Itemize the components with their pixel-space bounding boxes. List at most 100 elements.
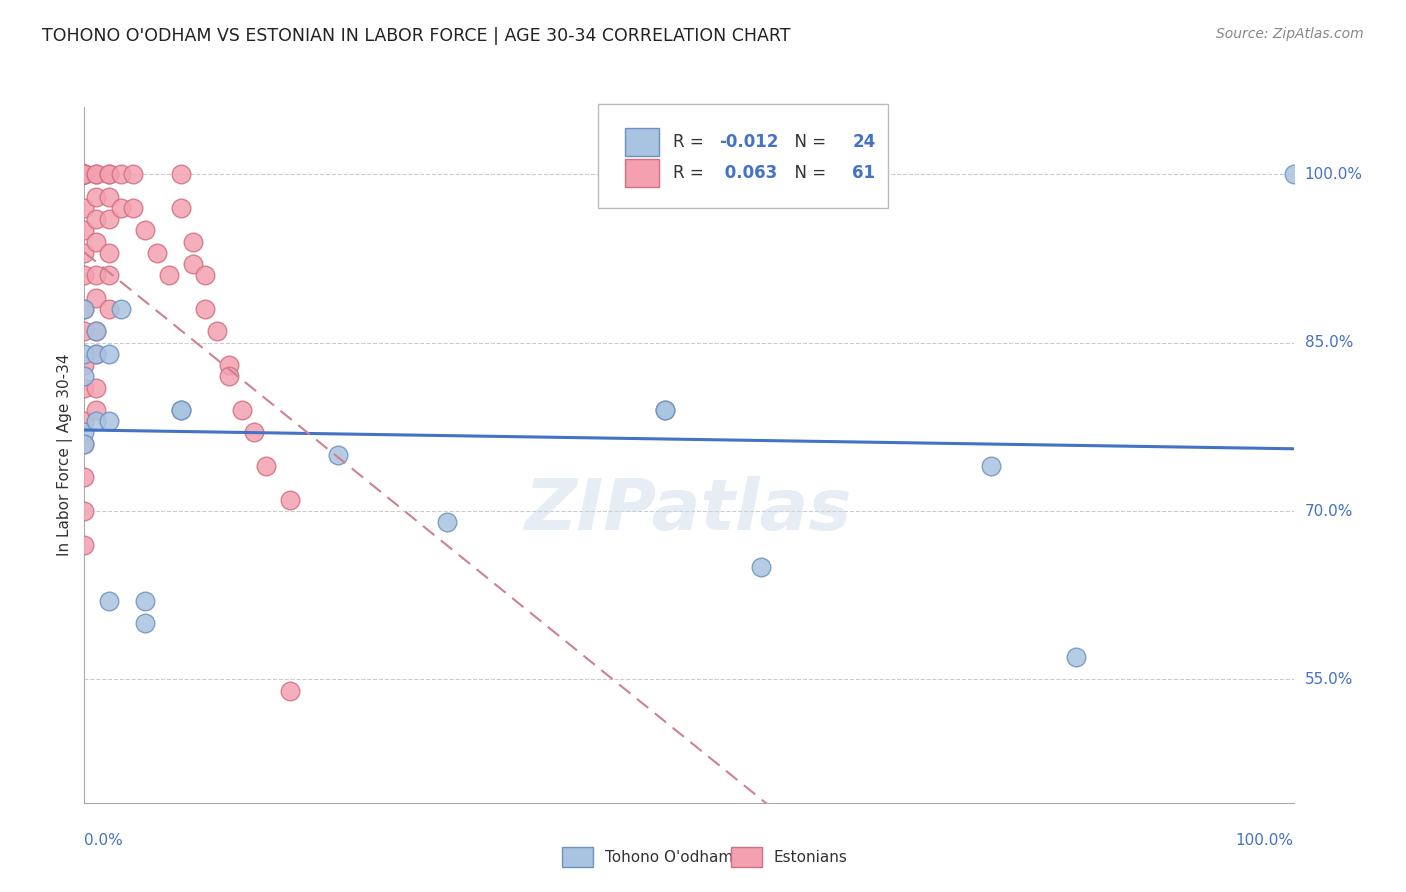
Point — [97, 246, 120, 260]
Point — [73, 470, 96, 484]
Point — [110, 201, 132, 215]
Point — [86, 167, 108, 181]
Point — [170, 403, 193, 417]
Point — [97, 268, 120, 283]
Point — [436, 515, 458, 529]
FancyBboxPatch shape — [624, 159, 659, 187]
Text: 55.0%: 55.0% — [1305, 672, 1353, 687]
Text: 0.0%: 0.0% — [84, 833, 124, 848]
Point — [73, 425, 96, 440]
Text: Source: ZipAtlas.com: Source: ZipAtlas.com — [1216, 27, 1364, 41]
Point — [73, 504, 96, 518]
Text: 0.063: 0.063 — [720, 164, 778, 182]
Text: 61: 61 — [852, 164, 875, 182]
Text: ZIPatlas: ZIPatlas — [526, 476, 852, 545]
FancyBboxPatch shape — [599, 103, 889, 208]
Point — [86, 325, 108, 339]
Text: TOHONO O'ODHAM VS ESTONIAN IN LABOR FORCE | AGE 30-34 CORRELATION CHART: TOHONO O'ODHAM VS ESTONIAN IN LABOR FORC… — [42, 27, 790, 45]
Point — [97, 167, 120, 181]
Point — [86, 347, 108, 361]
Point — [73, 301, 96, 316]
Point — [278, 683, 301, 698]
Point — [73, 201, 96, 215]
Point — [97, 212, 120, 227]
Point — [73, 167, 96, 181]
Point — [86, 268, 108, 283]
Point — [110, 167, 132, 181]
Point — [146, 246, 169, 260]
Point — [194, 268, 217, 283]
Point — [73, 358, 96, 372]
Point — [97, 190, 120, 204]
Point — [218, 358, 240, 372]
Point — [242, 425, 264, 440]
Point — [86, 381, 108, 395]
Point — [328, 448, 350, 462]
Point — [110, 301, 132, 316]
Point — [86, 167, 108, 181]
Point — [194, 301, 217, 316]
Point — [73, 538, 96, 552]
Text: R =: R = — [673, 164, 709, 182]
Point — [73, 436, 96, 450]
Point — [73, 381, 96, 395]
Point — [254, 459, 277, 474]
Point — [86, 403, 108, 417]
Point — [97, 301, 120, 316]
Point — [73, 167, 96, 181]
Point — [73, 414, 96, 428]
Point — [97, 594, 120, 608]
Text: 100.0%: 100.0% — [1305, 167, 1362, 182]
Point — [73, 167, 96, 181]
Text: 100.0%: 100.0% — [1236, 833, 1294, 848]
Point — [231, 403, 253, 417]
Point — [654, 403, 676, 417]
Point — [86, 414, 108, 428]
Point — [73, 268, 96, 283]
Point — [1282, 167, 1305, 181]
Point — [170, 201, 193, 215]
Point — [134, 223, 156, 237]
Point — [97, 347, 120, 361]
Text: R =: R = — [673, 133, 709, 151]
Point — [86, 190, 108, 204]
Point — [134, 594, 156, 608]
Point — [207, 325, 229, 339]
Point — [73, 167, 96, 181]
Point — [73, 167, 96, 181]
Point — [86, 212, 108, 227]
Point — [73, 167, 96, 181]
Point — [97, 167, 120, 181]
Point — [73, 325, 96, 339]
Point — [157, 268, 180, 283]
Point — [73, 246, 96, 260]
Point — [134, 616, 156, 631]
Text: 24: 24 — [852, 133, 876, 151]
Text: N =: N = — [785, 133, 832, 151]
Point — [654, 403, 676, 417]
Point — [1064, 649, 1087, 664]
Point — [121, 167, 143, 181]
Point — [121, 201, 143, 215]
Text: N =: N = — [785, 164, 832, 182]
Point — [73, 167, 96, 181]
Point — [751, 560, 773, 574]
Text: 70.0%: 70.0% — [1305, 503, 1353, 518]
Y-axis label: In Labor Force | Age 30-34: In Labor Force | Age 30-34 — [58, 353, 73, 557]
Point — [73, 369, 96, 384]
Point — [181, 257, 204, 271]
Point — [73, 167, 96, 181]
Point — [97, 414, 120, 428]
Point — [73, 436, 96, 450]
Point — [980, 459, 1002, 474]
Point — [86, 291, 108, 305]
Point — [73, 301, 96, 316]
Text: -0.012: -0.012 — [720, 133, 779, 151]
Point — [86, 235, 108, 249]
Point — [73, 223, 96, 237]
Text: 85.0%: 85.0% — [1305, 335, 1353, 351]
Point — [218, 369, 240, 384]
Point — [278, 492, 301, 507]
Point — [86, 325, 108, 339]
Point — [73, 347, 96, 361]
